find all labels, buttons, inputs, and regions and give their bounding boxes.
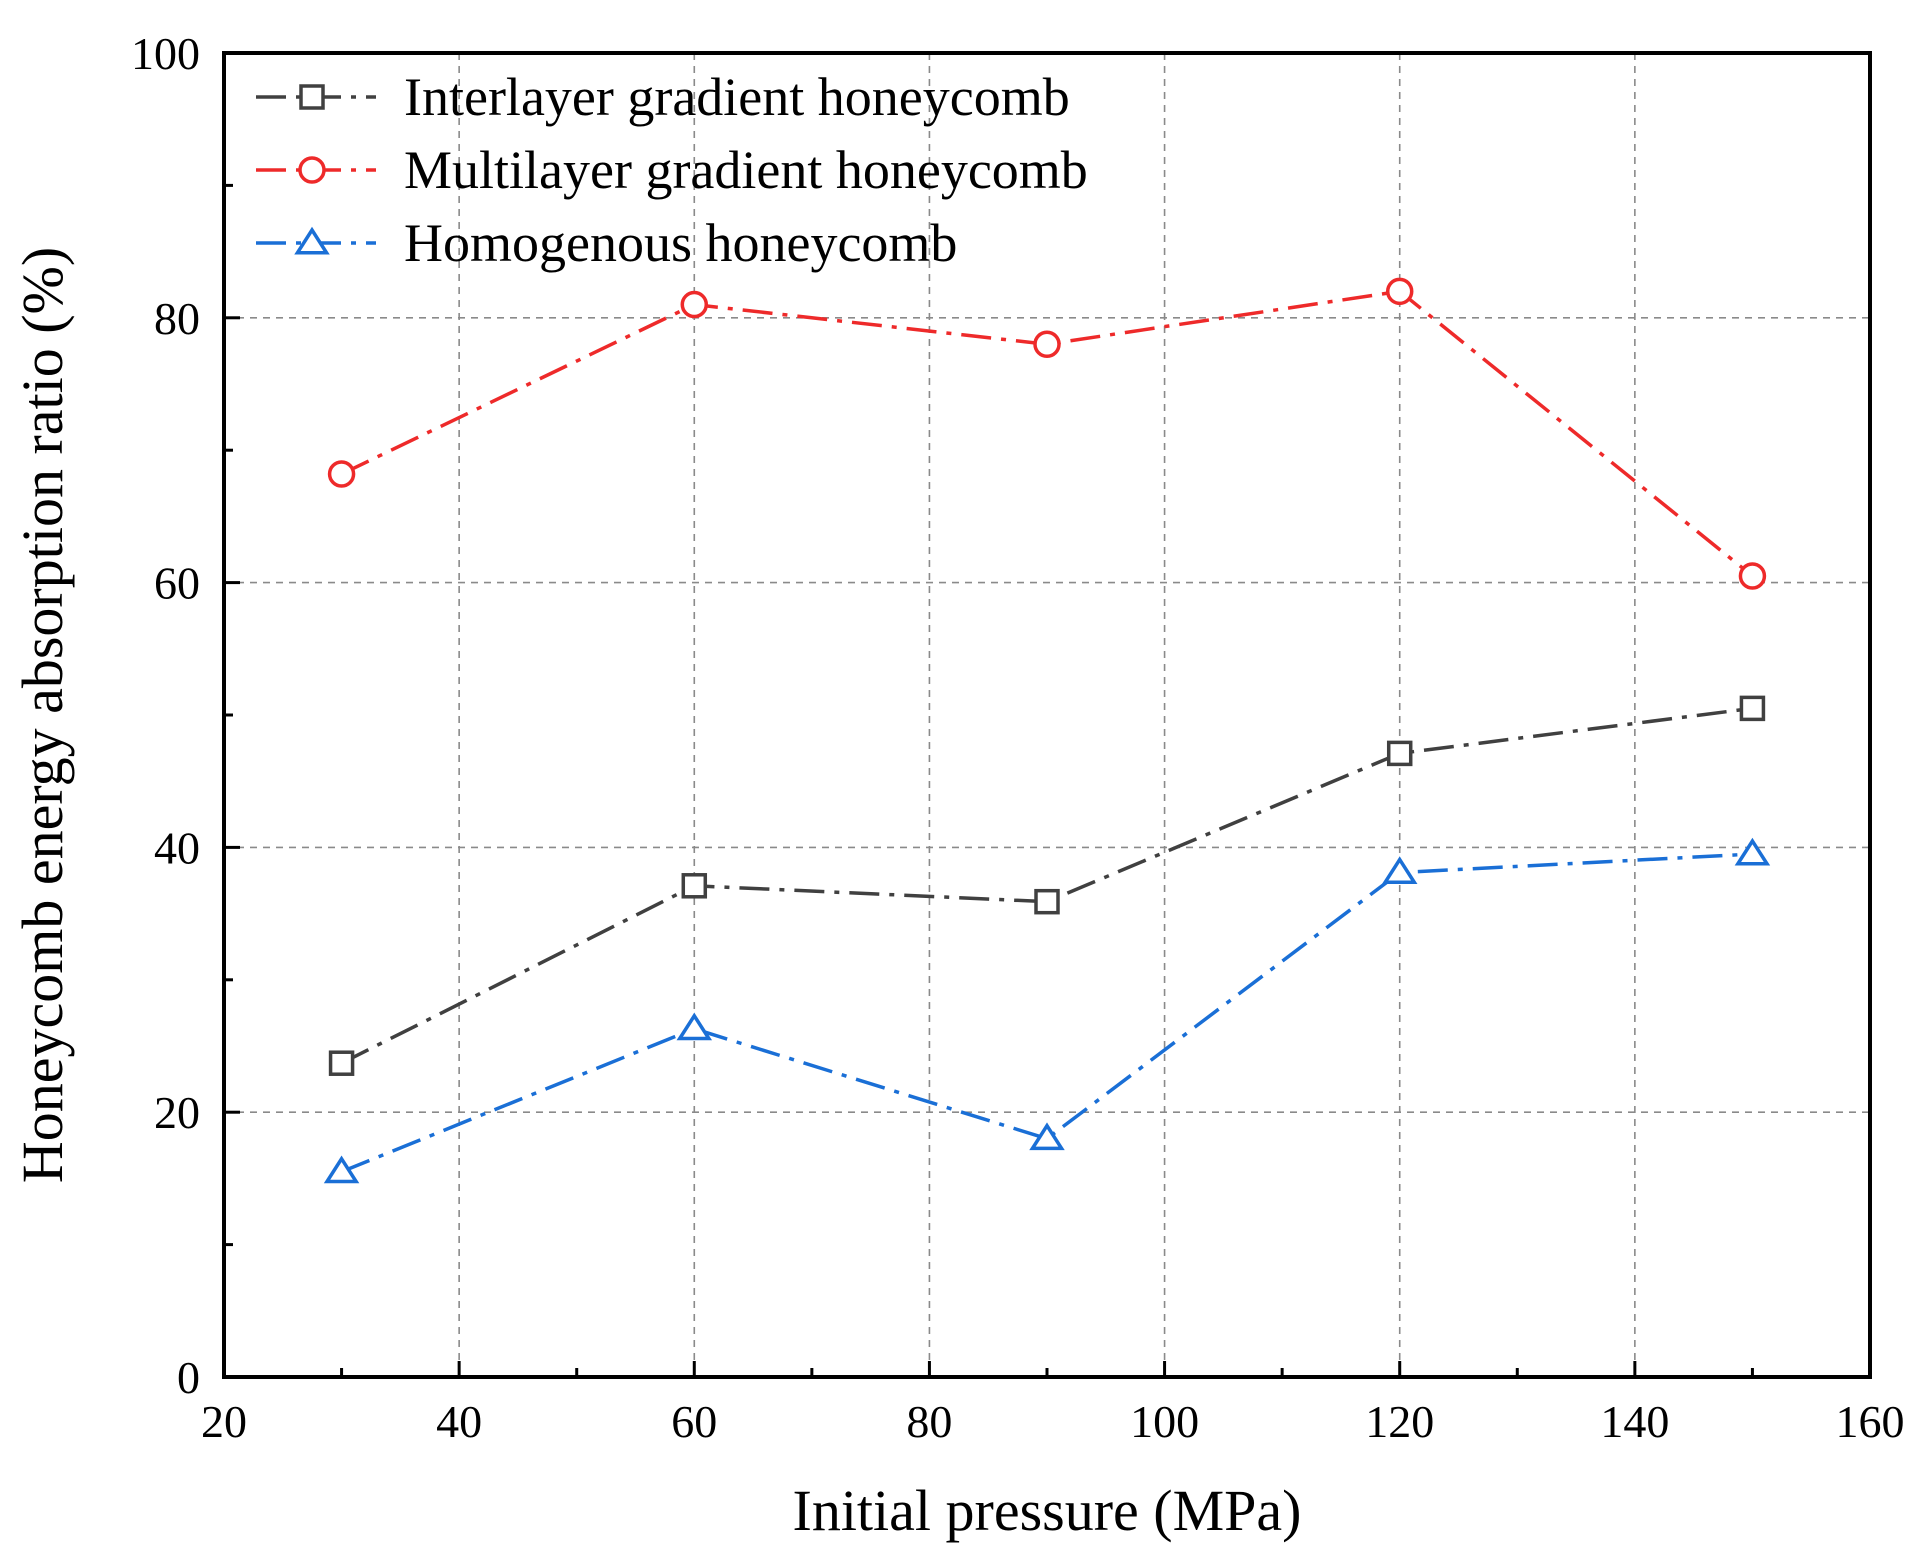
legend-label: Homogenous honeycomb <box>404 213 957 273</box>
series-layer <box>323 277 1771 1184</box>
x-tick-label: 120 <box>1365 1396 1434 1447</box>
y-tick-label: 0 <box>177 1352 200 1403</box>
x-axis-title: Initial pressure (MPa) <box>793 1478 1302 1543</box>
data-point-square <box>1386 740 1413 767</box>
data-point-triangle <box>1029 1122 1065 1151</box>
y-tick-label: 80 <box>154 293 200 344</box>
data-point-square <box>328 1050 355 1076</box>
legend-label: Interlayer gradient honeycomb <box>404 67 1070 127</box>
data-point-circle <box>327 460 356 488</box>
y-tick-label: 20 <box>154 1087 200 1138</box>
y-axis-title: Honeycomb energy absorption ratio (%) <box>10 247 75 1183</box>
data-point-triangle <box>676 1012 713 1041</box>
x-tick-label: 160 <box>1836 1396 1905 1447</box>
y-tick-label: 100 <box>131 28 200 79</box>
data-point-circle <box>1033 330 1061 359</box>
legend-label: Multilayer gradient honeycomb <box>404 140 1088 200</box>
data-point-triangle <box>1734 837 1771 866</box>
data-point-circle <box>1738 562 1767 590</box>
legend-entry: Homogenous honeycomb <box>256 213 957 273</box>
legend: Interlayer gradient honeycomb Multilayer … <box>256 67 1088 273</box>
x-tick-label: 80 <box>906 1396 952 1447</box>
data-point-circle <box>680 290 709 319</box>
series-triangle <box>323 837 1771 1184</box>
legend-marker-triangle <box>294 226 330 255</box>
x-tick-label: 20 <box>201 1396 247 1447</box>
x-tick-label: 40 <box>436 1396 482 1447</box>
y-tick-label: 40 <box>154 822 200 873</box>
y-tick-label: 60 <box>154 558 200 609</box>
legend-marker-square <box>299 84 325 110</box>
series-square <box>328 695 1766 1076</box>
x-tick-label: 60 <box>671 1396 717 1447</box>
data-point-square <box>681 873 708 899</box>
data-point-triangle <box>323 1155 360 1184</box>
series-line <box>340 706 1753 1065</box>
x-tick-label: 140 <box>1600 1396 1669 1447</box>
data-point-square <box>1034 888 1060 915</box>
series-line <box>340 289 1754 578</box>
data-point-square <box>1739 695 1766 722</box>
data-point-circle <box>1385 277 1414 306</box>
legend-entry: Multilayer gradient honeycomb <box>256 140 1088 200</box>
legend-marker-circle <box>298 156 326 184</box>
legend-entry: Interlayer gradient honeycomb <box>256 67 1070 127</box>
series-circle <box>327 277 1767 590</box>
data-point-triangle <box>1381 856 1418 885</box>
series-line <box>340 852 1753 1174</box>
x-tick-label: 100 <box>1130 1396 1199 1447</box>
grid-lines <box>224 53 1870 1377</box>
